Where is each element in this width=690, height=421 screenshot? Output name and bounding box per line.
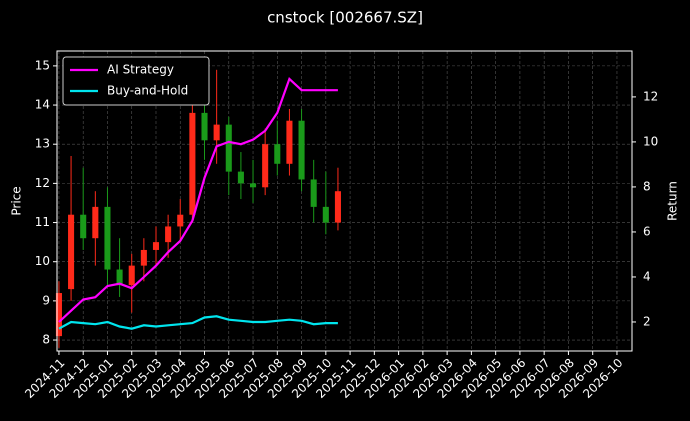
candle-body <box>165 226 172 243</box>
legend-label: Buy-and-Hold <box>107 84 188 98</box>
plot-frame <box>56 50 633 352</box>
y2-tick-label: 8 <box>643 179 651 193</box>
y-tick-label: 12 <box>35 176 50 190</box>
candle-body <box>68 214 75 290</box>
candle-body <box>262 144 269 188</box>
legend-label: AI Strategy <box>107 63 174 77</box>
y-tick-label: 10 <box>35 254 50 268</box>
y-tick-label: 13 <box>35 137 50 151</box>
line-series <box>58 315 338 330</box>
candle-body <box>286 120 293 164</box>
candle-body <box>225 124 232 172</box>
candle-body <box>177 214 184 227</box>
legend: AI Strategy Buy-and-Hold <box>62 56 210 106</box>
candle-body <box>80 214 87 239</box>
candle-body <box>55 293 62 337</box>
legend-box <box>62 56 210 106</box>
candle-body <box>128 265 135 286</box>
y2-tick-label: 12 <box>643 89 658 103</box>
candle-body <box>274 144 281 164</box>
y2-axis-label: Return <box>666 181 680 221</box>
chart-title: cnstock [002667.SZ] <box>267 9 423 27</box>
candle-body <box>189 112 196 215</box>
y-tick-label: 11 <box>35 215 50 229</box>
candle-body <box>213 124 220 141</box>
candle-body <box>116 269 123 286</box>
candle-body <box>310 179 317 207</box>
candle-body <box>140 249 147 266</box>
y2-tick-label: 4 <box>643 269 651 283</box>
y-axis-label: Price <box>10 186 24 215</box>
line-series <box>58 76 338 323</box>
candle-body <box>334 191 341 223</box>
candle-body <box>92 206 99 239</box>
y-tick-label: 9 <box>42 293 50 307</box>
candle-body <box>250 183 257 188</box>
candle-body <box>322 206 329 223</box>
y2-tick-label: 2 <box>643 314 651 328</box>
y2-tick-label: 10 <box>643 134 658 148</box>
candle-body <box>201 112 208 141</box>
candle-body <box>104 206 111 270</box>
candle-body <box>152 242 160 250</box>
y-tick-label: 8 <box>42 333 50 347</box>
candle-body <box>237 171 244 184</box>
y-tick-label: 14 <box>35 98 50 112</box>
y-tick-label: 15 <box>35 58 50 72</box>
candle-body <box>298 120 305 180</box>
y2-tick-label: 6 <box>643 224 651 238</box>
